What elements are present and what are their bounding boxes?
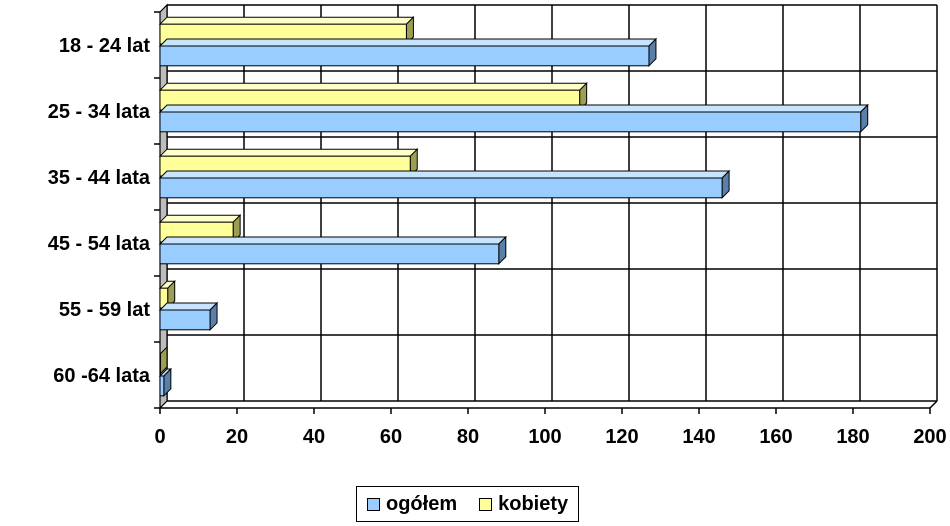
bar-0-0	[159, 45, 650, 67]
category-label-3: 45 - 54 lata	[48, 233, 151, 255]
x-tick-label-6: 120	[605, 426, 638, 448]
legend: ogółem kobiety	[356, 486, 580, 522]
x-tick-label-0: 0	[154, 426, 165, 448]
legend-swatch-women	[479, 497, 493, 511]
legend-swatch-total	[367, 497, 380, 511]
x-tick-label-4: 80	[457, 426, 479, 448]
category-label-0: 18 - 24 lat	[59, 35, 151, 57]
bar-top-1-1	[158, 82, 588, 91]
x-tick-label-9: 180	[836, 426, 869, 448]
bar-0-2	[159, 177, 723, 199]
legend-label-total: ogółem	[386, 492, 458, 515]
bar-0-4	[159, 309, 211, 331]
x-tick-label-5: 100	[528, 426, 561, 448]
x-tick-label-3: 60	[380, 426, 402, 448]
bar-top-0-2	[158, 170, 731, 179]
legend-item-women: kobiety	[479, 493, 568, 516]
legend-label-women: kobiety	[498, 492, 569, 515]
bar-1-5	[159, 353, 161, 375]
category-label-2: 35 - 44 lata	[48, 167, 151, 189]
bar-top-1-2	[158, 148, 419, 157]
bar-0-5	[159, 375, 165, 397]
bar-0-1	[159, 111, 862, 133]
x-tick-label-7: 140	[682, 426, 715, 448]
category-label-5: 60 -64 lata	[53, 365, 151, 387]
bar-top-1-0	[158, 16, 415, 25]
bar-top-1-3	[158, 214, 242, 223]
category-label-4: 55 - 59 lat	[59, 299, 151, 321]
bar-top-0-4	[158, 302, 219, 311]
bar-0-3	[159, 243, 500, 265]
x-tick-label-2: 40	[303, 426, 325, 448]
bar-top-0-0	[158, 38, 658, 47]
x-axis-corner	[929, 400, 938, 409]
x-tick-label-1: 20	[226, 426, 248, 448]
x-tick-label-10: 200	[913, 426, 946, 448]
bar-top-0-3	[158, 236, 508, 245]
category-label-1: 25 - 34 lata	[48, 101, 151, 123]
legend-item-total: ogółem	[367, 493, 457, 516]
bar-top-0-1	[158, 104, 869, 113]
x-tick-label-8: 160	[759, 426, 792, 448]
